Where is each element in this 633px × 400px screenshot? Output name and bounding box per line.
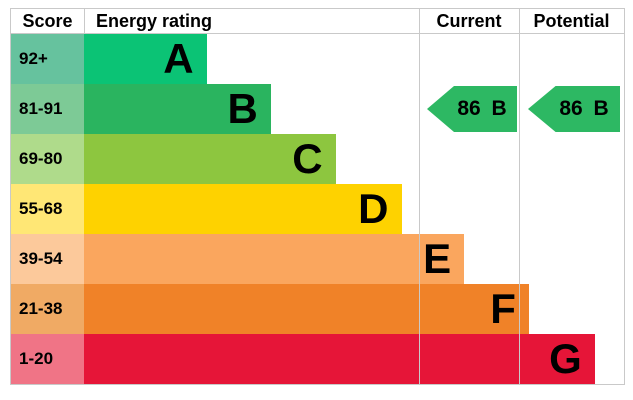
band-letter-a: A [163, 35, 194, 82]
current-rating-value: 86 B [457, 97, 507, 120]
band-letter-g: G [549, 335, 582, 382]
potential-rating-value: 86 B [559, 97, 609, 120]
score-rating-divider [84, 9, 85, 34]
score-range-e: 39-54 [11, 234, 84, 284]
band-row-c: 69-80 C [11, 134, 624, 184]
band-bar-a: A [84, 34, 207, 84]
band-bar-f: F [84, 284, 529, 334]
band-bar-d: D [84, 184, 402, 234]
band-bar-g: G [84, 334, 595, 384]
score-range-a: 92+ [11, 34, 84, 84]
band-letter-d: D [358, 185, 389, 232]
band-row-a: 92+ A [11, 34, 624, 84]
band-bar-b: B [84, 84, 271, 134]
band-row-f: 21-38 F [11, 284, 624, 334]
score-range-d: 55-68 [11, 184, 84, 234]
rating-current-divider [419, 9, 420, 384]
current-column-header: Current [436, 11, 502, 31]
band-row-e: 39-54 E [11, 234, 624, 284]
score-range-g: 1-20 [11, 334, 84, 384]
epc-rating-chart: Score Energy rating Current Potential 92… [10, 8, 625, 385]
band-letter-c: C [292, 135, 323, 182]
band-letter-b: B [227, 85, 258, 132]
score-range-c: 69-80 [11, 134, 84, 184]
energy-rating-column-header: Energy rating [96, 11, 213, 31]
band-bar-c: C [84, 134, 336, 184]
score-range-f: 21-38 [11, 284, 84, 334]
current-potential-divider [519, 9, 520, 384]
band-letter-f: F [490, 285, 516, 332]
band-letter-e: E [423, 235, 452, 282]
score-range-b: 81-91 [11, 84, 84, 134]
chart-header: Score Energy rating Current Potential [11, 9, 624, 34]
band-row-b: 81-91 B [11, 84, 624, 134]
potential-column-header: Potential [533, 11, 610, 31]
band-bar-e: E [84, 234, 465, 284]
score-column-header: Score [22, 11, 73, 31]
band-rows: 92+ A 81-91 B 69-80 C 55-68 D 39-54 E 21… [11, 34, 624, 384]
band-row-g: 1-20 G [11, 334, 624, 384]
band-row-d: 55-68 D [11, 184, 624, 234]
